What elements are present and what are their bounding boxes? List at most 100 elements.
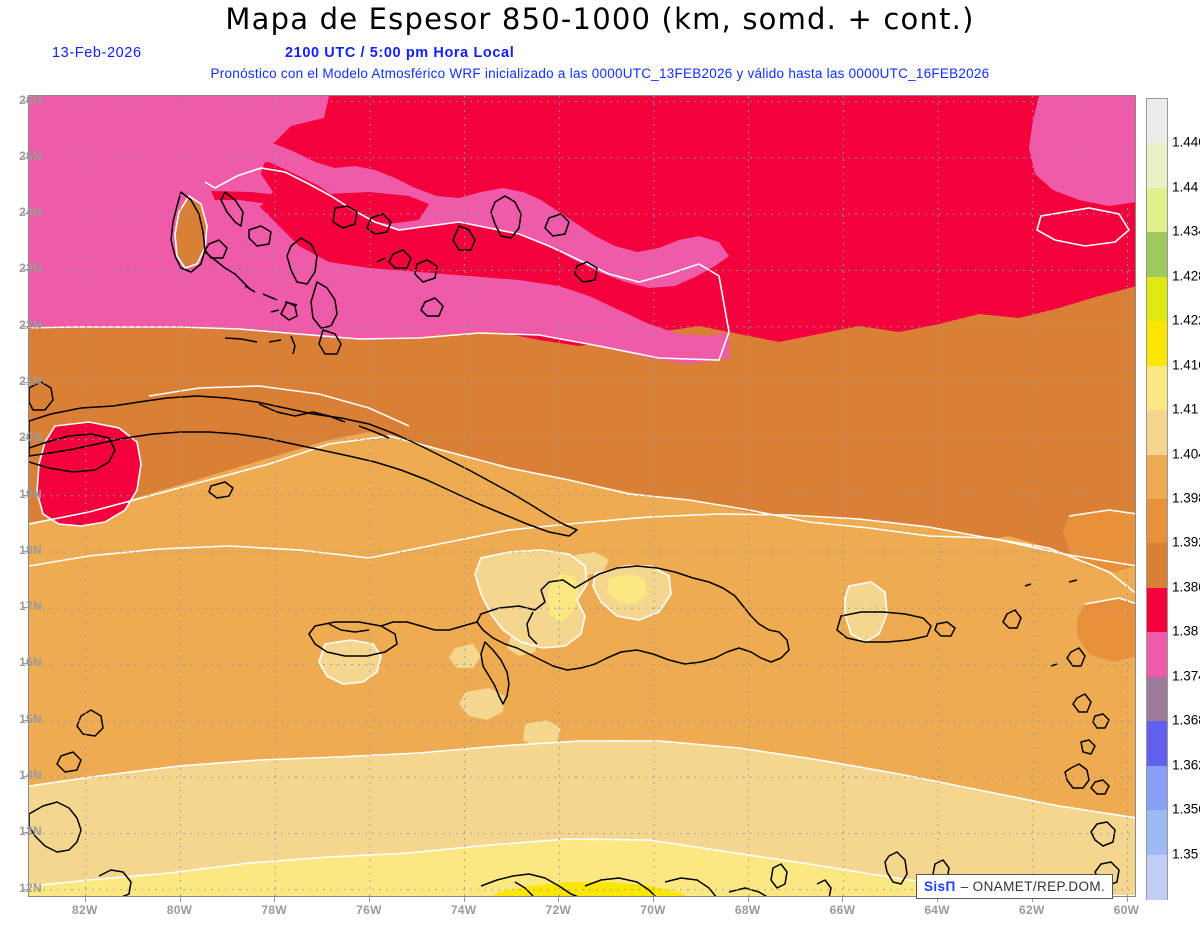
colorbar-segment[interactable] xyxy=(1147,276,1167,322)
y-axis-tick xyxy=(23,100,28,102)
y-axis-tick xyxy=(23,775,28,777)
y-axis-label: 16N xyxy=(19,655,42,670)
colorbar-tick-label: 1.434 xyxy=(1172,223,1200,239)
y-axis-tick xyxy=(23,550,28,552)
subtitle-line: 13-Feb-2026 2100 UTC / 5:00 pm Hora Loca… xyxy=(52,45,1152,65)
x-axis-tick xyxy=(463,897,465,902)
y-axis-tick xyxy=(23,269,28,271)
y-axis-label: 18N xyxy=(19,542,42,557)
y-axis-label: 22N xyxy=(19,317,42,332)
y-axis-label: 21N xyxy=(19,374,42,389)
colorbar-segment[interactable] xyxy=(1147,676,1167,722)
x-axis-label: 74W xyxy=(450,903,477,917)
colorbar-tick-label: 1.38 xyxy=(1172,623,1199,639)
forecast-time: 2100 UTC / 5:00 pm Hora Local xyxy=(285,45,515,61)
colorbar-tick-label: 1.386 xyxy=(1172,579,1200,595)
colorbar-tick-label: 1.374 xyxy=(1172,668,1200,684)
x-axis-label: 70W xyxy=(640,903,666,917)
colorbar-segment[interactable] xyxy=(1147,810,1167,856)
colorbar-segment[interactable] xyxy=(1147,854,1167,900)
colorbar-segment[interactable] xyxy=(1147,232,1167,278)
y-axis-tick xyxy=(23,607,28,609)
colorbar-segment[interactable] xyxy=(1147,143,1167,189)
y-axis-label: 26N xyxy=(19,92,42,107)
colorbar-tick-label: 1.428 xyxy=(1172,268,1200,284)
contour-magenta-northeast-corner xyxy=(1029,96,1135,206)
contour-pale-blob-a xyxy=(459,688,505,720)
x-axis-label: 72W xyxy=(545,903,572,917)
colorbar-segment[interactable] xyxy=(1147,632,1167,678)
contour-pale-haiti xyxy=(475,550,587,648)
x-axis-label: 78W xyxy=(261,903,288,917)
colorbar-segment[interactable] xyxy=(1147,365,1167,411)
y-axis-label: 13N xyxy=(19,824,42,839)
contour-band-1416-1422 xyxy=(492,882,686,896)
colorbar-tick-label: 1.44 xyxy=(1172,179,1199,195)
contour-pale-blob-b xyxy=(523,720,561,748)
y-axis-label: 25N xyxy=(19,148,42,163)
colorbar-tick-label: 1.368 xyxy=(1172,712,1200,728)
colorbar-segment[interactable] xyxy=(1147,765,1167,811)
y-axis-tick xyxy=(23,156,28,158)
contour-crimson-florida xyxy=(211,191,429,224)
colorbar-segment[interactable] xyxy=(1147,99,1167,145)
y-axis-label: 15N xyxy=(19,711,42,726)
y-axis-label: 23N xyxy=(19,261,42,276)
y-axis-label: 20N xyxy=(19,430,42,445)
x-axis-tick xyxy=(1126,897,1128,902)
y-axis-label: 24N xyxy=(19,205,42,220)
x-axis-label: 82W xyxy=(72,903,98,917)
contour-pale-blob-e xyxy=(567,552,609,576)
contour-orange-antilles-e xyxy=(1077,598,1135,662)
y-axis-label: 19N xyxy=(19,486,42,501)
forecast-date: 13-Feb-2026 xyxy=(52,45,142,61)
page-title: Mapa de Espesor 850-1000 (km, somd. + co… xyxy=(225,2,975,36)
colorbar-tick-label: 1.41 xyxy=(1172,401,1199,417)
x-axis-label: 66W xyxy=(829,903,856,917)
colorbar-tick-label: 1.35 xyxy=(1172,846,1199,862)
x-axis-label: 62W xyxy=(1019,903,1045,917)
y-axis-label: 14N xyxy=(19,767,42,782)
colorbar-segment[interactable] xyxy=(1147,321,1167,367)
contour-crimson-gulf-lobe xyxy=(37,422,141,526)
colorbar-segment[interactable] xyxy=(1147,543,1167,589)
x-axis-tick xyxy=(274,897,276,902)
colorbar-segment[interactable] xyxy=(1147,721,1167,767)
x-axis-tick xyxy=(653,897,655,902)
x-axis-label: 68W xyxy=(734,903,761,917)
colorbar-tick-label: 1.416 xyxy=(1172,357,1200,373)
colorbar-tick-label: 1.446 xyxy=(1172,134,1200,150)
colorbar-segment[interactable] xyxy=(1147,499,1167,545)
colorbar-segment[interactable] xyxy=(1147,454,1167,500)
watermark-brand: SisΠ xyxy=(924,879,956,894)
x-axis-label: 80W xyxy=(166,903,193,917)
x-axis-tick xyxy=(368,897,370,902)
colorbar[interactable] xyxy=(1146,98,1168,900)
x-axis-tick xyxy=(842,897,844,902)
map-plot-area[interactable] xyxy=(28,95,1136,897)
y-axis-tick xyxy=(23,494,28,496)
x-axis-label: 60W xyxy=(1113,903,1140,917)
x-axis-tick xyxy=(179,897,181,902)
contour-band-1410-1416 xyxy=(29,838,1135,896)
coastlines xyxy=(29,191,1120,896)
watermark: SisΠ – ONAMET/REP.DOM. xyxy=(916,874,1114,899)
y-axis-tick xyxy=(23,663,28,665)
colorbar-tick-label: 1.356 xyxy=(1172,801,1200,817)
colorbar-segment[interactable] xyxy=(1147,587,1167,633)
x-axis-tick xyxy=(84,897,86,902)
colorbar-tick-label: 1.404 xyxy=(1172,446,1200,462)
watermark-text: – ONAMET/REP.DOM. xyxy=(960,879,1106,894)
y-axis-tick xyxy=(23,888,28,890)
contour-yellow-dominican-core xyxy=(607,574,647,604)
contour-magenta-florida-straits xyxy=(199,142,729,288)
y-axis-tick xyxy=(23,325,28,327)
contour-band-1404-1410 xyxy=(29,740,1135,896)
x-axis-tick xyxy=(747,897,749,902)
contour-pale-jamaica xyxy=(319,640,381,684)
y-axis-tick xyxy=(23,382,28,384)
colorbar-tick-label: 1.398 xyxy=(1172,490,1200,506)
colorbar-segment[interactable] xyxy=(1147,410,1167,456)
colorbar-segment[interactable] xyxy=(1147,187,1167,233)
